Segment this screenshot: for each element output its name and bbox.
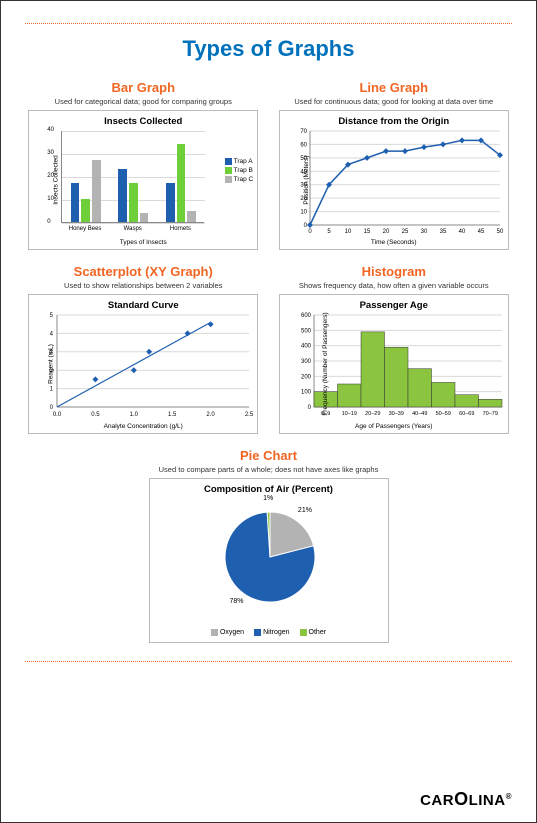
svg-text:20–29: 20–29 xyxy=(365,411,380,417)
bar-chart-title: Insects Collected xyxy=(29,111,257,127)
svg-text:30–39: 30–39 xyxy=(388,411,403,417)
top-rule xyxy=(25,23,512,24)
svg-text:25: 25 xyxy=(401,229,408,235)
bar-section-desc: Used for categorical data; good for comp… xyxy=(25,97,262,106)
page-title: Types of Graphs xyxy=(25,36,512,62)
svg-text:40: 40 xyxy=(458,229,465,235)
pie-section: Pie Chart Used to compare parts of a who… xyxy=(25,448,512,643)
svg-text:0.5: 0.5 xyxy=(91,412,100,418)
svg-text:0.0: 0.0 xyxy=(53,412,62,418)
svg-text:0: 0 xyxy=(307,405,311,411)
line-section: Line Graph Used for continuous data; goo… xyxy=(276,80,513,250)
bar-chart: Insects Collected 010203040Honey BeesWas… xyxy=(28,110,258,250)
svg-text:60: 60 xyxy=(300,142,307,148)
scatter-chart: Standard Curve 0123450.00.51.01.52.02.5R… xyxy=(28,294,258,434)
svg-text:2.5: 2.5 xyxy=(245,412,254,418)
svg-text:1%: 1% xyxy=(263,495,273,502)
pie-section-title: Pie Chart xyxy=(25,448,512,463)
pie-section-desc: Used to compare parts of a whole; does n… xyxy=(25,465,512,474)
svg-text:600: 600 xyxy=(301,313,312,319)
bottom-rule xyxy=(25,661,512,662)
svg-text:15: 15 xyxy=(363,229,370,235)
line-chart: Distance from the Origin 010203040506070… xyxy=(279,110,509,250)
hist-chart: Passenger Age 01002003004005006000–910–1… xyxy=(279,294,509,434)
hist-section-desc: Shows frequency data, how often a given … xyxy=(276,281,513,290)
svg-text:5: 5 xyxy=(327,229,331,235)
svg-text:21%: 21% xyxy=(297,507,311,514)
svg-text:70–79: 70–79 xyxy=(482,411,497,417)
svg-text:0: 0 xyxy=(308,229,312,235)
scatter-section: Scatterplot (XY Graph) Used to show rela… xyxy=(25,264,262,434)
svg-text:35: 35 xyxy=(439,229,446,235)
svg-text:4: 4 xyxy=(50,331,54,337)
svg-text:500: 500 xyxy=(301,328,312,334)
svg-text:60–69: 60–69 xyxy=(459,411,474,417)
line-section-title: Line Graph xyxy=(276,80,513,95)
svg-text:10: 10 xyxy=(300,210,307,216)
svg-text:30: 30 xyxy=(420,229,427,235)
svg-text:100: 100 xyxy=(301,390,312,396)
line-section-desc: Used for continuous data; good for looki… xyxy=(276,97,513,106)
pie-chart: Composition of Air (Percent) 21%78%1%Oxy… xyxy=(149,478,389,643)
hist-section: Histogram Shows frequency data, how ofte… xyxy=(276,264,513,434)
bar-section: Bar Graph Used for categorical data; goo… xyxy=(25,80,262,250)
svg-text:2.0: 2.0 xyxy=(207,412,216,418)
svg-text:0: 0 xyxy=(50,405,54,411)
svg-text:50: 50 xyxy=(496,229,503,235)
svg-text:78%: 78% xyxy=(229,598,243,605)
svg-text:40–49: 40–49 xyxy=(412,411,427,417)
row-1: Bar Graph Used for categorical data; goo… xyxy=(25,80,512,250)
svg-text:45: 45 xyxy=(477,229,484,235)
svg-text:70: 70 xyxy=(300,129,307,135)
svg-text:20: 20 xyxy=(382,229,389,235)
svg-text:50–59: 50–59 xyxy=(435,411,450,417)
svg-text:1: 1 xyxy=(50,387,54,393)
scatter-section-desc: Used to show relationships between 2 var… xyxy=(25,281,262,290)
brand-logo: CAROLINA® xyxy=(420,789,512,810)
svg-text:1.0: 1.0 xyxy=(130,412,139,418)
hist-section-title: Histogram xyxy=(276,264,513,279)
bar-section-title: Bar Graph xyxy=(25,80,262,95)
scatter-section-title: Scatterplot (XY Graph) xyxy=(25,264,262,279)
svg-text:400: 400 xyxy=(301,344,312,350)
svg-text:10–19: 10–19 xyxy=(341,411,356,417)
svg-text:300: 300 xyxy=(301,359,312,365)
svg-text:1.5: 1.5 xyxy=(168,412,177,418)
svg-text:5: 5 xyxy=(50,313,54,319)
svg-text:200: 200 xyxy=(301,374,312,380)
svg-text:0: 0 xyxy=(303,223,307,229)
svg-text:10: 10 xyxy=(344,229,351,235)
row-2: Scatterplot (XY Graph) Used to show rela… xyxy=(25,264,512,434)
